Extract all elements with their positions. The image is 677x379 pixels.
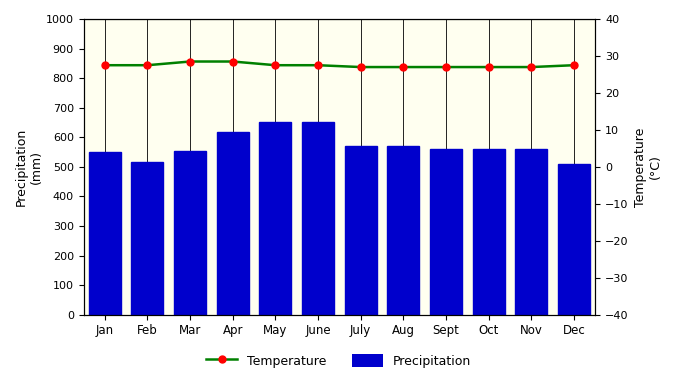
Bar (131, 163, 163, 315)
Bar (89, 152, 121, 315)
Y-axis label: Precipitation
(mm): Precipitation (mm) (15, 128, 43, 206)
Temperature (527, 65, 536, 69)
Bar (259, 122, 291, 315)
Bar (217, 132, 248, 315)
Bar (515, 149, 547, 315)
Temperature (570, 63, 578, 67)
Temperature (399, 65, 408, 69)
Temperature (442, 65, 450, 69)
Temperature (485, 65, 493, 69)
Temperature (314, 63, 322, 67)
Temperature (229, 59, 237, 64)
Legend: Temperature, Precipitation: Temperature, Precipitation (201, 349, 476, 373)
Temperature (271, 63, 280, 67)
Bar (174, 150, 206, 315)
Y-axis label: Temperature
(°C): Temperature (°C) (634, 127, 662, 207)
Bar (558, 164, 590, 315)
Temperature (144, 63, 152, 67)
Temperature (357, 65, 365, 69)
Temperature (186, 59, 194, 64)
Bar (473, 149, 504, 315)
Bar (430, 149, 462, 315)
Line: Temperature: Temperature (102, 58, 577, 70)
Bar (302, 122, 334, 315)
Bar (345, 146, 376, 315)
Bar (387, 146, 419, 315)
Temperature (101, 63, 109, 67)
